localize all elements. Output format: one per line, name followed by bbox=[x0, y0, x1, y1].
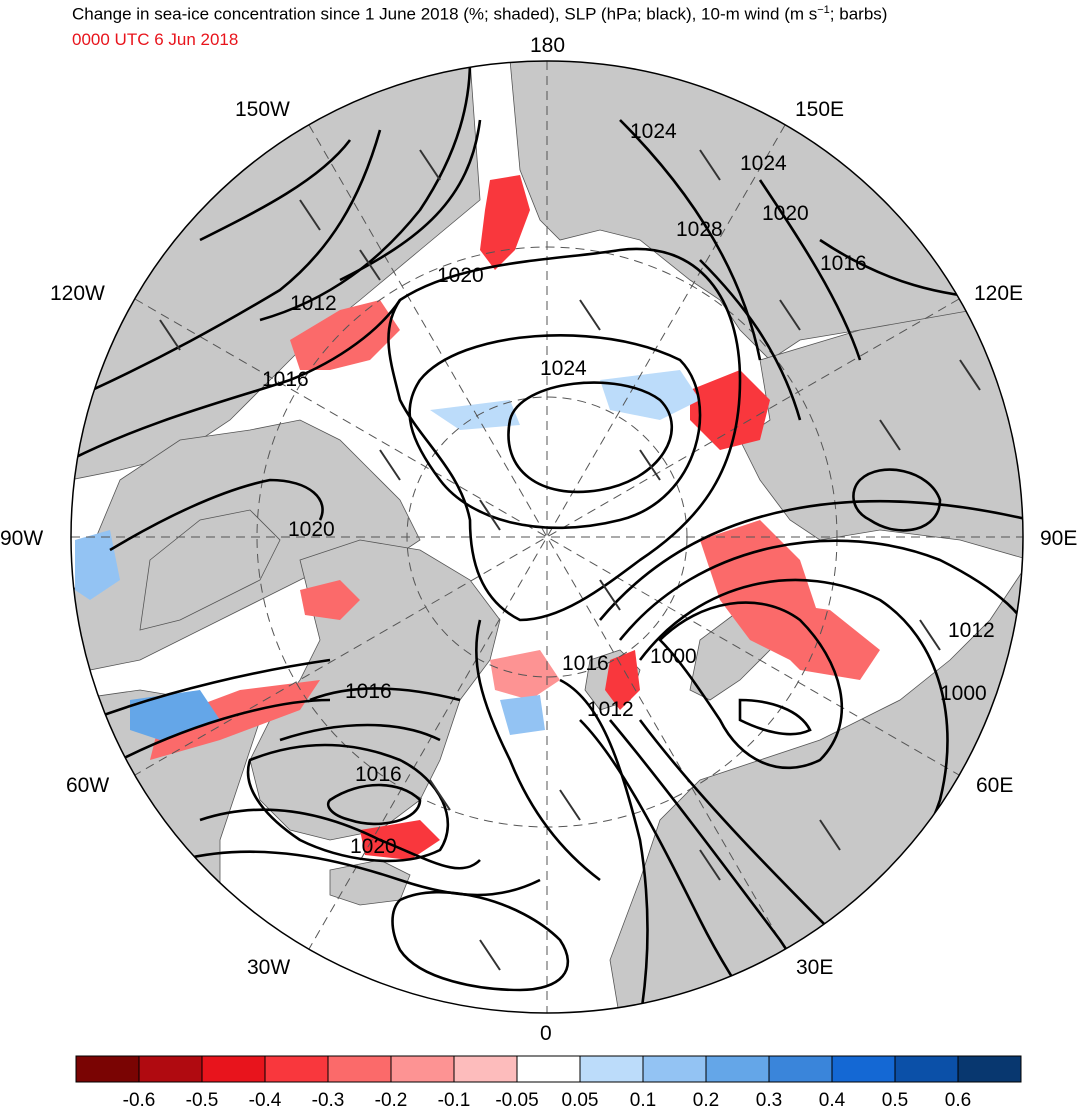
colorbar-label: -0.2 bbox=[375, 1090, 408, 1106]
colorbar-label: -0.05 bbox=[495, 1090, 538, 1106]
colorbar-swatch bbox=[705, 1055, 770, 1083]
slp-label: 1020 bbox=[762, 202, 809, 225]
colorbar-label: 0.3 bbox=[756, 1090, 782, 1106]
slp-label: 1012 bbox=[948, 619, 995, 642]
colorbar: -0.6 -0.5 -0.4 -0.3 -0.2 -0.1 -0.05 0.05 0.1 0.2 0… bbox=[75, 1055, 1022, 1106]
colorbar-label: 0.4 bbox=[819, 1090, 846, 1106]
slp-label: 1016 bbox=[262, 368, 309, 391]
colorbar-swatch bbox=[138, 1055, 203, 1083]
slp-label: 1016 bbox=[820, 252, 867, 275]
slp-label: 1020 bbox=[437, 264, 484, 287]
shading-loss-baffin bbox=[150, 680, 320, 760]
lon-label-0: 0 bbox=[540, 1022, 552, 1045]
map-border bbox=[70, 60, 1024, 1014]
shading-loss-chukchi bbox=[480, 175, 530, 270]
colorbar-label: -0.4 bbox=[249, 1090, 282, 1106]
colorbar-swatch bbox=[957, 1055, 1022, 1083]
slp-label: 1016 bbox=[562, 652, 609, 675]
map-title: Change in sea-ice concentration since 1 … bbox=[72, 4, 888, 24]
lon-label-90e: 90E bbox=[1040, 527, 1077, 550]
wind-barbs bbox=[159, 149, 981, 971]
colorbar-swatch bbox=[579, 1055, 644, 1083]
slp-label: 1020 bbox=[288, 518, 335, 541]
graticule bbox=[71, 61, 1023, 1013]
colorbar-label: 0.05 bbox=[562, 1090, 599, 1106]
lon-label-180: 180 bbox=[530, 34, 565, 57]
lon-label-30e: 30E bbox=[796, 956, 833, 979]
slp-label-group: 1024 1024 1020 1028 1016 1020 1012 1016 … bbox=[262, 120, 995, 858]
colorbar-swatch bbox=[516, 1055, 581, 1083]
shading-loss-barents bbox=[760, 600, 880, 680]
slp-label: 1024 bbox=[740, 152, 787, 175]
slp-label: 1012 bbox=[290, 292, 337, 315]
lon-label-30w: 30W bbox=[247, 956, 290, 979]
slp-label: 1024 bbox=[630, 120, 677, 143]
shading-loss-foxe bbox=[300, 580, 360, 620]
shading-loss-denmark-strait bbox=[360, 820, 440, 860]
lon-label-120w: 120W bbox=[50, 282, 105, 305]
colorbar-swatch bbox=[831, 1055, 896, 1083]
colorbar-swatch bbox=[768, 1055, 833, 1083]
colorbar-swatch bbox=[327, 1055, 392, 1083]
slp-label: 1028 bbox=[676, 218, 723, 241]
colorbar-label: 0.1 bbox=[630, 1090, 656, 1106]
shading-loss-svalbard bbox=[605, 650, 640, 710]
colorbar-label: 0.5 bbox=[882, 1090, 908, 1106]
lon-label-150w: 150W bbox=[235, 98, 290, 121]
lon-label-60w: 60W bbox=[66, 774, 109, 797]
colorbar-swatch bbox=[453, 1055, 518, 1083]
lon-label-90w: 90W bbox=[0, 527, 43, 550]
shading-loss-laptev bbox=[690, 370, 770, 450]
slp-label: 1016 bbox=[355, 763, 402, 786]
slp-label: 1000 bbox=[940, 682, 987, 705]
lon-label-150e: 150E bbox=[795, 98, 844, 121]
colorbar-swatch bbox=[642, 1055, 707, 1083]
colorbar-swatch bbox=[264, 1055, 329, 1083]
shading-gain-hudson bbox=[75, 530, 120, 600]
slp-label: 1000 bbox=[650, 645, 697, 668]
slp-label: 1012 bbox=[587, 698, 634, 721]
colorbar-label: -0.3 bbox=[312, 1090, 345, 1106]
colorbar-swatch bbox=[894, 1055, 959, 1083]
colorbar-label: -0.6 bbox=[123, 1090, 156, 1106]
lon-label-120e: 120E bbox=[974, 282, 1023, 305]
slp-label: 1020 bbox=[350, 835, 397, 858]
colorbar-label: -0.1 bbox=[438, 1090, 471, 1106]
lon-label-60e: 60E bbox=[976, 774, 1013, 797]
colorbar-label: -0.5 bbox=[186, 1090, 219, 1106]
valid-time: 0000 UTC 6 Jun 2018 bbox=[72, 30, 239, 49]
slp-contours bbox=[71, 61, 1023, 1013]
colorbar-label: 0.2 bbox=[693, 1090, 719, 1106]
sea-ice-change-shading bbox=[75, 175, 880, 860]
shading-gain-fram bbox=[500, 695, 545, 735]
colorbar-label: 0.6 bbox=[945, 1090, 971, 1106]
slp-label: 1024 bbox=[540, 357, 587, 380]
colorbar-swatch bbox=[390, 1055, 455, 1083]
slp-label: 1016 bbox=[345, 680, 392, 703]
land-baffin-island bbox=[139, 509, 281, 631]
shading-loss-beaufort bbox=[290, 300, 400, 370]
shading-gain-central bbox=[430, 400, 520, 430]
colorbar-swatch bbox=[75, 1055, 140, 1083]
colorbar-swatch bbox=[201, 1055, 266, 1083]
